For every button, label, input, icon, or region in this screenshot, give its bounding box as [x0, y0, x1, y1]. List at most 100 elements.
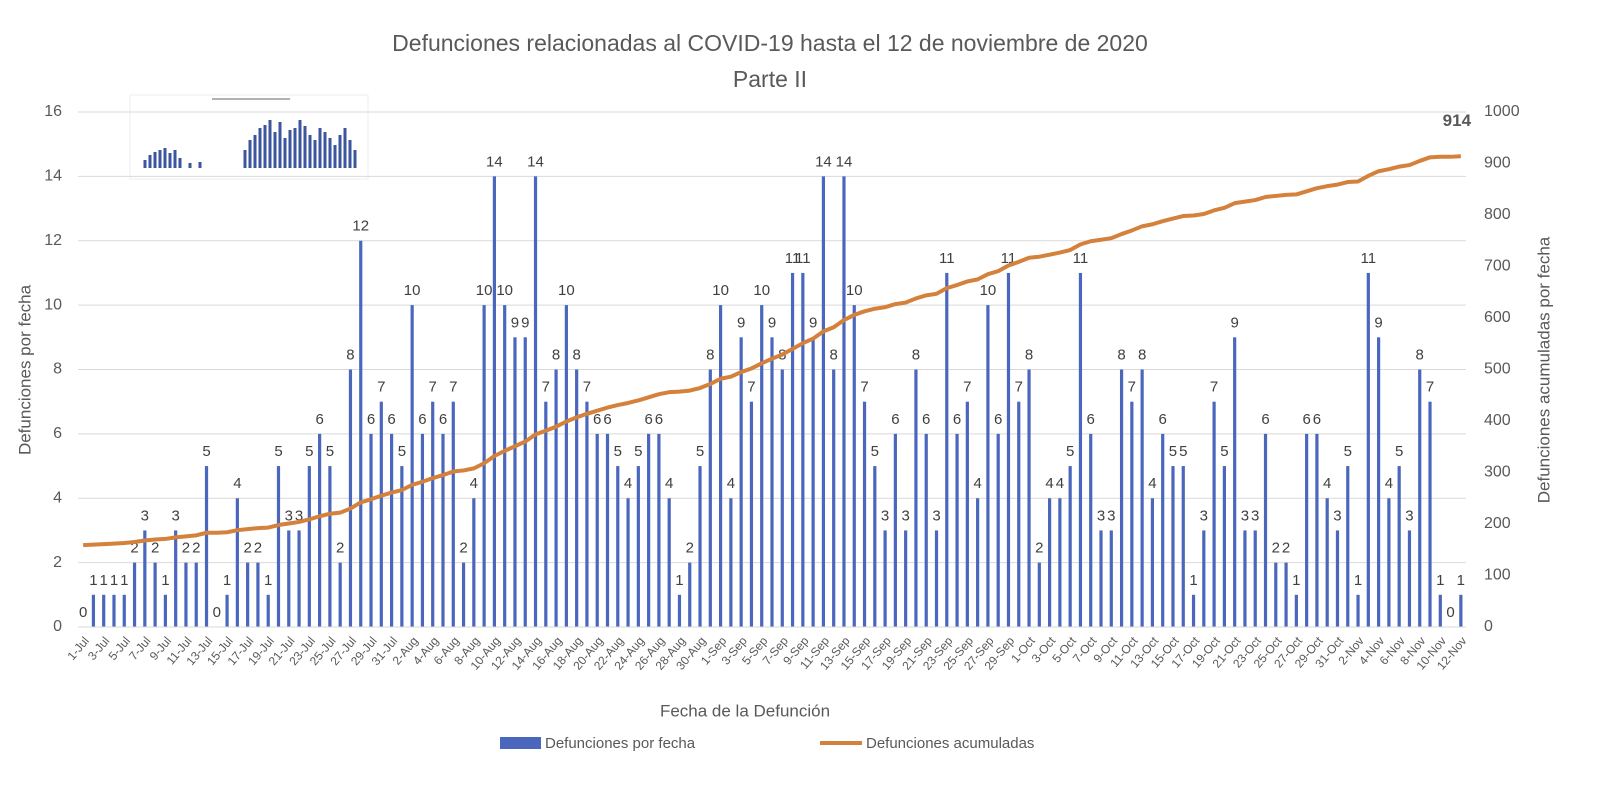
bar: [492, 176, 496, 627]
bar: [934, 530, 939, 627]
data-label: 1: [1292, 572, 1300, 589]
bar: [194, 562, 198, 627]
data-label: 9: [1374, 314, 1382, 331]
data-label: 2: [254, 540, 262, 557]
data-label: 4: [233, 475, 241, 492]
bar: [1407, 530, 1412, 627]
y-tick-label: 0: [53, 618, 62, 635]
bar: [533, 176, 538, 627]
data-label: 7: [429, 379, 437, 396]
bar: [842, 176, 846, 627]
data-label: 2: [243, 540, 251, 557]
data-label: 1: [100, 572, 108, 589]
bar: [153, 562, 157, 627]
bar: [1335, 530, 1340, 627]
data-label: 14: [486, 153, 503, 170]
data-label: 11: [1361, 250, 1377, 267]
data-label: 14: [836, 153, 853, 170]
data-label: 5: [1169, 443, 1177, 460]
data-label: 1: [1189, 572, 1197, 589]
data-label: 2: [1035, 540, 1043, 557]
bar: [955, 433, 959, 627]
data-label: 3: [1097, 507, 1105, 524]
data-label: 6: [418, 411, 426, 428]
data-label: 11: [1073, 250, 1089, 267]
data-label: 6: [953, 411, 961, 428]
data-label: 6: [891, 411, 899, 428]
bar: [369, 433, 373, 627]
y2-tick-label: 1000: [1484, 103, 1520, 120]
data-label: 9: [768, 314, 776, 331]
bar: [996, 433, 1000, 627]
legend-label: Defunciones acumuladas: [866, 735, 1034, 752]
bar: [1418, 369, 1422, 627]
data-label: 4: [727, 475, 735, 492]
data-label: 5: [1220, 443, 1228, 460]
bar: [1181, 466, 1185, 627]
bar: [770, 337, 774, 627]
data-label: 6: [1087, 411, 1095, 428]
bar: [503, 305, 507, 627]
data-label: 8: [346, 346, 354, 363]
data-label: 7: [583, 379, 591, 396]
data-label: 0: [1446, 604, 1454, 621]
bar: [667, 498, 671, 627]
bar: [575, 369, 579, 627]
bar: [564, 305, 568, 627]
bar: [585, 401, 589, 627]
bar: [1161, 433, 1165, 627]
data-label: 7: [377, 379, 385, 396]
bar: [544, 401, 548, 627]
y2-tick-label: 400: [1484, 412, 1511, 429]
bar: [256, 562, 260, 627]
y2-tick-label: 500: [1484, 361, 1511, 378]
bar: [1459, 594, 1463, 627]
bar: [1006, 272, 1011, 627]
bar: [1130, 401, 1134, 627]
data-label: 11: [939, 250, 955, 267]
data-label: 6: [1313, 411, 1321, 428]
bar: [318, 433, 322, 627]
data-label: 10: [496, 282, 513, 299]
data-label: 4: [665, 475, 673, 492]
data-label: 1: [1457, 572, 1465, 589]
data-label: 4: [1323, 475, 1331, 492]
bar: [1109, 530, 1113, 627]
bar: [718, 305, 723, 627]
data-label: 6: [1159, 411, 1167, 428]
bar: [986, 305, 990, 627]
data-label: 3: [1241, 507, 1249, 524]
bar: [91, 594, 96, 627]
bar: [441, 433, 445, 627]
data-label: 10: [476, 282, 493, 299]
bar: [1233, 337, 1237, 627]
bar: [1305, 433, 1309, 627]
bar: [1048, 498, 1052, 627]
bar: [749, 401, 754, 627]
bar: [1222, 466, 1226, 627]
data-label: 1: [89, 572, 97, 589]
data-label: 10: [404, 282, 421, 299]
y-tick-label: 14: [44, 168, 62, 185]
bar: [554, 369, 558, 627]
data-label: 10: [753, 282, 770, 299]
bar: [410, 305, 414, 627]
bar: [122, 594, 126, 627]
y2-tick-label: 200: [1484, 515, 1511, 532]
bar: [1099, 530, 1103, 627]
y-tick-label: 10: [44, 296, 62, 313]
data-label: 10: [980, 282, 997, 299]
data-label: 2: [151, 540, 159, 557]
bar: [431, 401, 435, 627]
bar: [965, 401, 969, 627]
data-label: 4: [1045, 475, 1053, 492]
bar: [698, 466, 702, 627]
bar: [1274, 562, 1278, 627]
bar: [873, 466, 877, 627]
bar: [348, 369, 353, 627]
data-label: 914: [1443, 111, 1472, 130]
y2-tick-label: 900: [1484, 155, 1511, 172]
x-axis-title: Fecha de la Defunción: [660, 701, 830, 720]
data-label: 8: [1025, 346, 1033, 363]
bar: [780, 369, 784, 627]
